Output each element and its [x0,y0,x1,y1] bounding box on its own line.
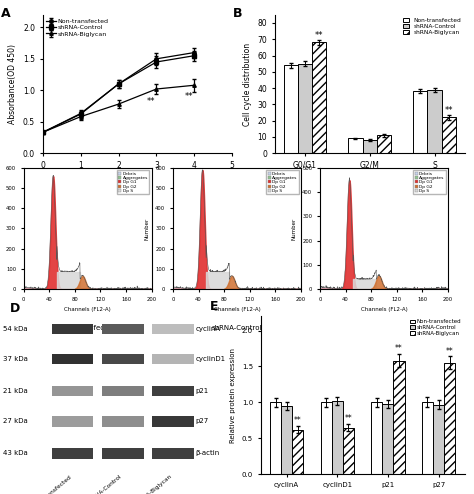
Y-axis label: Number: Number [145,217,150,240]
Bar [152,416,193,427]
Bar [52,354,93,365]
Legend: Debris, Aggregates, Dp G1, Dp G2, Dp S: Debris, Aggregates, Dp G1, Dp G2, Dp S [413,170,446,194]
X-axis label: Channels (FL2-A): Channels (FL2-A) [361,307,407,312]
Bar [343,427,354,474]
Text: E: E [210,300,218,313]
Bar [152,354,193,365]
Bar [102,416,144,427]
Bar [298,64,312,153]
Text: B: B [233,6,243,20]
Text: β-actin: β-actin [196,451,220,456]
Text: shRNA-Control: shRNA-Control [87,474,123,494]
Text: 54 kDa: 54 kDa [3,326,28,332]
Bar [332,401,343,474]
Text: **: ** [395,344,403,353]
Text: **: ** [294,416,301,425]
Legend: Non-transfected, shRNA-Control, shRNA-Biglycan: Non-transfected, shRNA-Control, shRNA-Bi… [402,18,462,36]
Legend: Debris, Aggregates, Dp G1, Dp G2, Dp S: Debris, Aggregates, Dp G1, Dp G2, Dp S [266,170,299,194]
Text: **: ** [184,92,193,101]
Text: shRNA-Control: shRNA-Control [212,326,262,331]
Text: shRNA-Biglycan: shRNA-Biglycan [356,326,411,331]
Text: **: ** [345,414,352,423]
Bar [52,386,93,396]
Bar [283,65,298,153]
Bar [433,405,444,474]
Bar [102,354,144,365]
Bar [102,386,144,396]
Bar [102,324,144,334]
Text: A: A [1,6,10,20]
Text: 21 kDa: 21 kDa [3,388,28,394]
Bar [422,403,433,474]
Text: 43 kDa: 43 kDa [3,451,28,456]
Text: **: ** [315,32,323,41]
Bar [52,449,93,458]
Bar [292,430,303,474]
Bar [413,91,428,153]
Text: cyclinD1: cyclinD1 [196,356,226,362]
Text: p27: p27 [196,418,209,424]
Text: shRNA-Biglycan: shRNA-Biglycan [134,474,173,494]
Bar [363,140,377,153]
Bar [371,403,383,474]
Y-axis label: Relative protein expression: Relative protein expression [230,348,236,443]
Text: D: D [10,302,20,315]
Text: 27 kDa: 27 kDa [3,418,28,424]
Y-axis label: Number: Number [292,217,297,240]
Y-axis label: Absorbance(OD 450): Absorbance(OD 450) [9,44,18,124]
Text: Non-transfected: Non-transfected [33,474,73,494]
Legend: Non-transfected, shRNA-Control, shRNA-Biglycan: Non-transfected, shRNA-Control, shRNA-Bi… [410,319,462,336]
Bar [393,361,405,474]
Y-axis label: Cell cycle distribution: Cell cycle distribution [243,42,252,125]
Text: **: ** [146,97,155,106]
X-axis label: Channels (FL2-A): Channels (FL2-A) [214,307,260,312]
Bar [377,135,391,153]
Bar [152,324,193,334]
Text: cyclinA: cyclinA [196,326,221,332]
Bar [52,324,93,334]
Text: Non-transfected: Non-transfected [59,326,116,331]
Text: **: ** [446,346,454,356]
Bar [281,406,292,474]
Bar [102,449,144,458]
X-axis label: Time(d): Time(d) [121,175,154,184]
Text: p21: p21 [196,388,209,394]
Legend: Non-transfected, shRNA-Control, shRNA-Biglycan: Non-transfected, shRNA-Control, shRNA-Bi… [46,18,109,37]
Text: 37 kDa: 37 kDa [3,356,28,362]
Bar [444,363,455,474]
Text: **: ** [445,106,453,115]
X-axis label: Channels (FL2-A): Channels (FL2-A) [64,307,111,312]
Bar [52,416,93,427]
Bar [270,403,281,474]
Bar [428,90,442,153]
Bar [152,449,193,458]
Bar [348,138,363,153]
Bar [152,386,193,396]
Bar [320,403,332,474]
Legend: Debris, Aggregates, Dp G1, Dp G2, Dp S: Debris, Aggregates, Dp G1, Dp G2, Dp S [117,170,149,194]
Bar [442,118,456,153]
Bar [383,404,393,474]
Bar [312,42,326,153]
